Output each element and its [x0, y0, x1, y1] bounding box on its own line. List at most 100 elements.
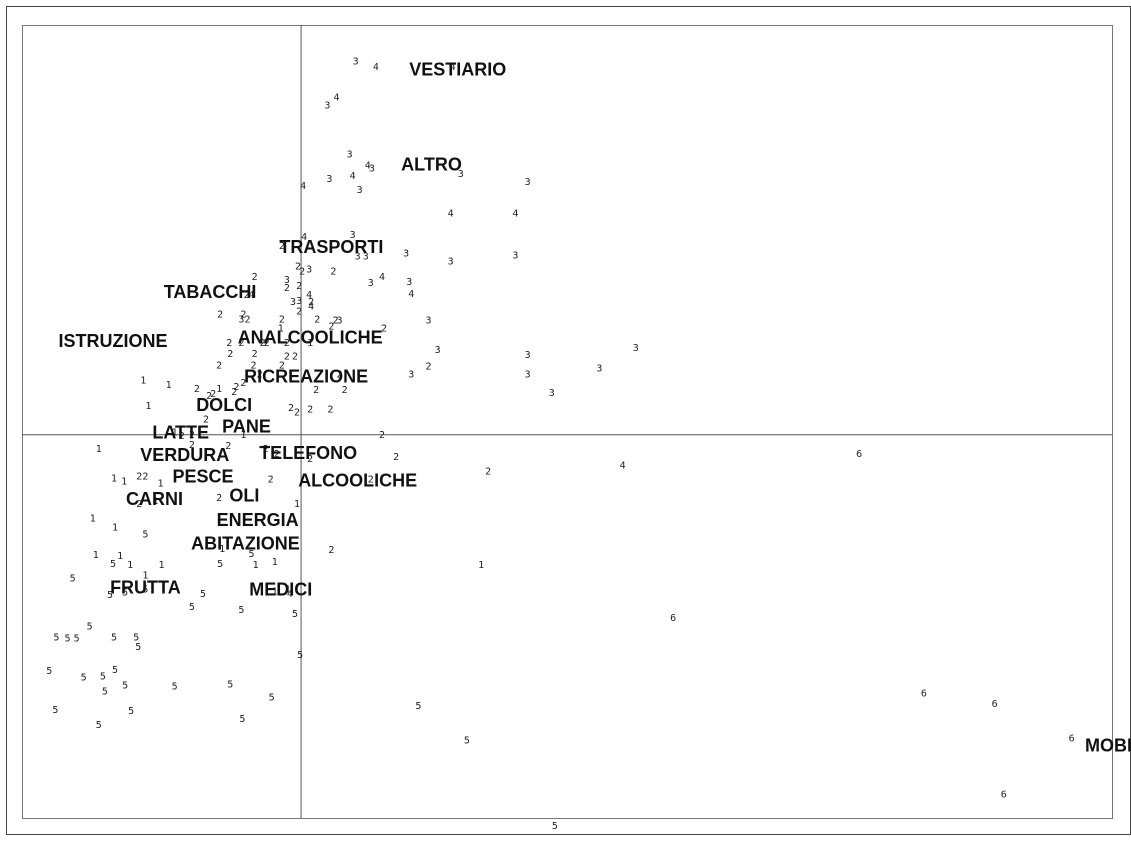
data-point-group-2: 2	[257, 370, 263, 381]
data-point-group-5: 5	[217, 559, 223, 570]
category-label-pane: PANE	[222, 416, 271, 436]
data-point-group-1: 1	[278, 324, 284, 335]
data-point-group-2: 2	[203, 415, 209, 426]
data-point-group-5: 5	[102, 687, 108, 698]
data-point-group-5: 5	[74, 634, 80, 645]
data-point-group-3: 3	[368, 278, 374, 289]
data-point-group-4: 4	[301, 232, 307, 243]
data-point-group-1: 1	[145, 401, 151, 412]
data-point-group-2: 2	[308, 297, 314, 308]
data-point-group-2: 2	[294, 407, 300, 418]
category-label-medici: MEDICI	[249, 579, 312, 599]
data-point-group-3: 3	[633, 343, 639, 354]
data-point-group-2: 2	[216, 360, 222, 371]
category-label-telefono: TELEFONO	[259, 443, 357, 463]
data-point-group-2: 2	[342, 385, 348, 396]
data-point-group-3: 3	[596, 364, 602, 375]
category-label-trasporti: TRASPORTI	[279, 237, 383, 257]
data-point-group-5: 5	[142, 585, 148, 596]
data-point-group-2: 2	[226, 338, 232, 349]
category-label-vestiario: VESTIARIO	[409, 60, 506, 80]
category-label-ricreazione: RICREAZIONE	[244, 366, 368, 386]
data-point-group-3: 3	[284, 275, 290, 286]
data-point-group-1: 1	[285, 585, 291, 596]
data-point-group-2: 2	[292, 351, 298, 362]
data-point-group-1: 1	[117, 551, 123, 562]
data-point-group-2: 2	[336, 370, 342, 381]
data-point-group-3: 3	[355, 251, 361, 262]
data-point-group-2: 2	[307, 404, 313, 415]
data-point-group-2: 2	[216, 493, 222, 504]
data-point-group-5: 5	[70, 574, 76, 585]
data-point-group-1: 1	[216, 384, 222, 395]
data-point-group-2: 2	[227, 349, 233, 360]
data-point-group-2: 2	[217, 310, 223, 321]
data-point-group-2: 2	[136, 499, 142, 510]
data-point-group-2: 2	[260, 338, 266, 349]
data-point-group-4: 4	[287, 589, 293, 600]
data-point-group-5: 5	[238, 605, 244, 616]
data-point-group-3: 3	[425, 316, 431, 327]
data-point-group-2: 2	[250, 360, 256, 371]
data-point-group-2: 2	[368, 475, 374, 486]
data-point-group-5: 5	[172, 682, 178, 693]
data-point-group-2: 2	[284, 283, 290, 294]
data-point-group-2: 2	[295, 262, 301, 273]
data-point-group-4: 4	[248, 290, 254, 301]
data-point-group-6: 6	[992, 699, 998, 710]
data-point-group-5: 5	[269, 693, 275, 704]
data-point-group-5: 5	[100, 671, 106, 682]
data-point-group-5: 5	[239, 714, 245, 725]
data-point-group-1: 1	[93, 550, 99, 561]
data-point-group-2: 2	[263, 444, 269, 455]
data-point-group-1: 1	[272, 587, 278, 598]
data-point-group-3: 3	[296, 296, 302, 307]
data-point-group-5: 5	[96, 720, 102, 731]
data-point-group-4: 4	[512, 209, 518, 220]
data-point-group-4: 4	[448, 209, 454, 220]
data-point-group-2: 2	[328, 545, 334, 556]
data-point-group-2: 2	[296, 306, 302, 317]
category-label-oli: OLI	[229, 486, 259, 506]
data-point-group-2: 2	[381, 324, 387, 335]
data-point-group-5: 5	[133, 633, 139, 644]
data-point-group-4: 4	[373, 62, 379, 73]
category-label-carni: CARNI	[126, 489, 183, 509]
data-point-group-2: 2	[231, 387, 237, 398]
data-point-group-3: 3	[408, 370, 414, 381]
data-point-group-2: 2	[485, 466, 491, 477]
data-point-group-3: 3	[525, 177, 531, 188]
data-point-group-5: 5	[111, 633, 117, 644]
data-point-group-6: 6	[856, 449, 862, 460]
data-point-group-5: 5	[248, 549, 254, 560]
data-point-group-2: 2	[425, 362, 431, 373]
data-point-group-3: 3	[326, 174, 332, 185]
data-point-group-5: 5	[297, 650, 303, 661]
data-point-group-3: 3	[347, 149, 353, 160]
data-point-group-3: 3	[406, 277, 412, 288]
data-point-group-1: 1	[142, 570, 148, 581]
data-point-group-3: 3	[363, 251, 369, 262]
data-point-group-6: 6	[1069, 734, 1075, 745]
data-point-group-2: 2	[328, 322, 334, 333]
data-point-group-2: 2	[240, 310, 246, 321]
data-point-group-2: 2	[189, 440, 195, 451]
data-point-group-1: 1	[253, 560, 259, 571]
data-point-group-2: 2	[210, 389, 216, 400]
plot-frame	[22, 25, 1113, 819]
data-point-group-5: 5	[81, 672, 87, 683]
category-label-frutta: FRUTTA	[110, 577, 181, 597]
data-point-group-3: 3	[369, 164, 375, 175]
category-label-verdura: VERDURA	[140, 445, 229, 465]
data-point-group-2: 2	[327, 404, 333, 415]
data-point-group-5: 5	[46, 666, 52, 677]
category-label-alcooliche: ALCOOLICHE	[298, 470, 417, 490]
data-point-group-2: 2	[233, 382, 239, 393]
data-point-group-4: 4	[333, 92, 339, 103]
data-point-group-3: 3	[525, 370, 531, 381]
data-point-group-2: 2	[142, 472, 148, 483]
data-point-group-4: 4	[308, 301, 314, 312]
data-point-group-4: 4	[300, 181, 306, 192]
